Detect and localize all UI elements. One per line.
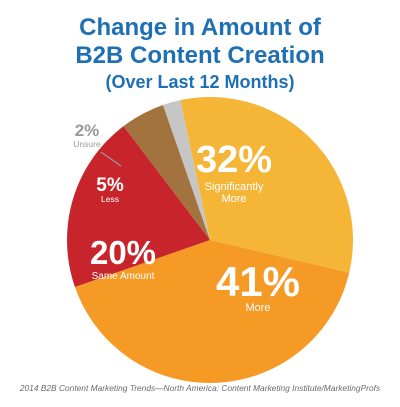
title-line-2: B2B Content Creation: [75, 42, 325, 69]
pie-slice-same-amount: [66, 126, 210, 288]
category-label-less: Less: [101, 194, 119, 204]
percent-label-unsure: 2%: [75, 121, 100, 140]
percent-label-same-amount: 20%: [90, 234, 156, 271]
source-caption: 2014 B2B Content Marketing Trends—North …: [19, 383, 381, 393]
pie-slice-less: [123, 104, 210, 240]
category-label-unsure: Unsure: [73, 139, 101, 149]
category-label-significantly-more: More: [221, 193, 246, 205]
unsure-leader-line: [100, 151, 122, 167]
category-label-significantly-more: Significantly: [205, 181, 264, 193]
pie-slice-significantly-more: [180, 96, 353, 273]
pie-slice-more: [74, 240, 350, 384]
title-line-3: (Over Last 12 Months): [105, 72, 295, 92]
title-line-1: Change in Amount of: [79, 14, 321, 41]
category-label-more: More: [245, 302, 270, 314]
category-label-same-amount: Same Amount: [92, 271, 155, 282]
percent-label-less: 5%: [96, 175, 124, 196]
percent-label-more: 41%: [216, 258, 300, 305]
percent-label-significantly-more: 32%: [196, 139, 272, 181]
pie-slice-unsure: [162, 100, 210, 241]
